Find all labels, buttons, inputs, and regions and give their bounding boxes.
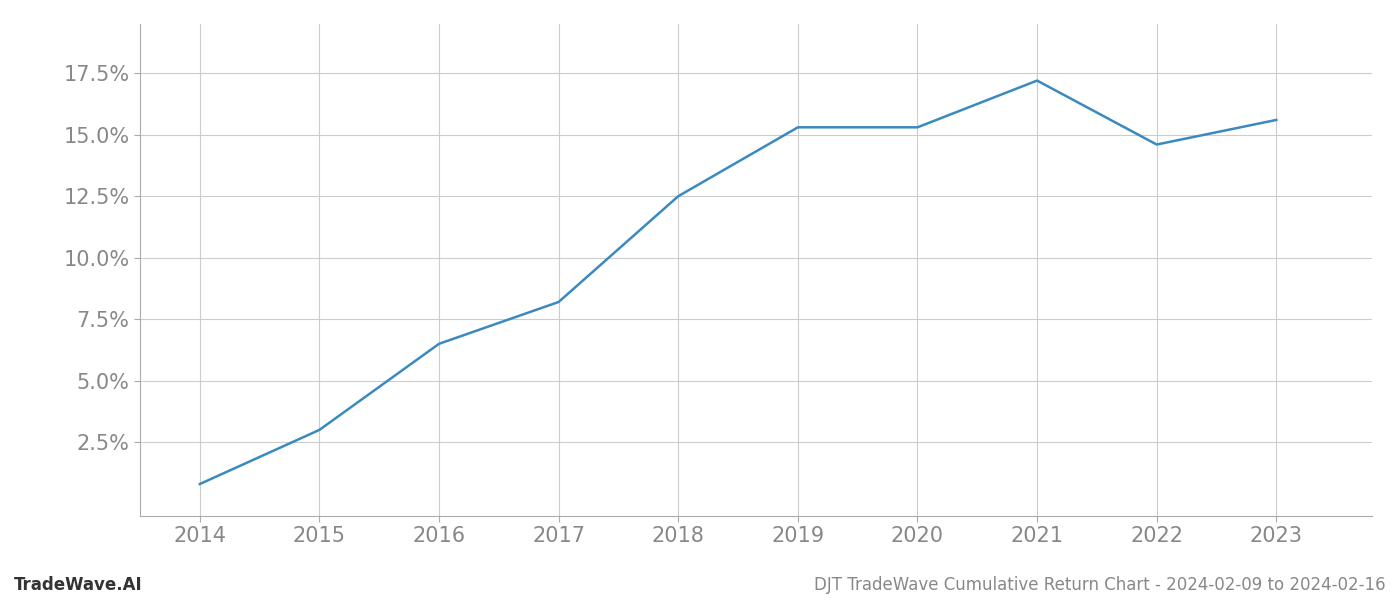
Text: TradeWave.AI: TradeWave.AI [14, 576, 143, 594]
Text: DJT TradeWave Cumulative Return Chart - 2024-02-09 to 2024-02-16: DJT TradeWave Cumulative Return Chart - … [815, 576, 1386, 594]
